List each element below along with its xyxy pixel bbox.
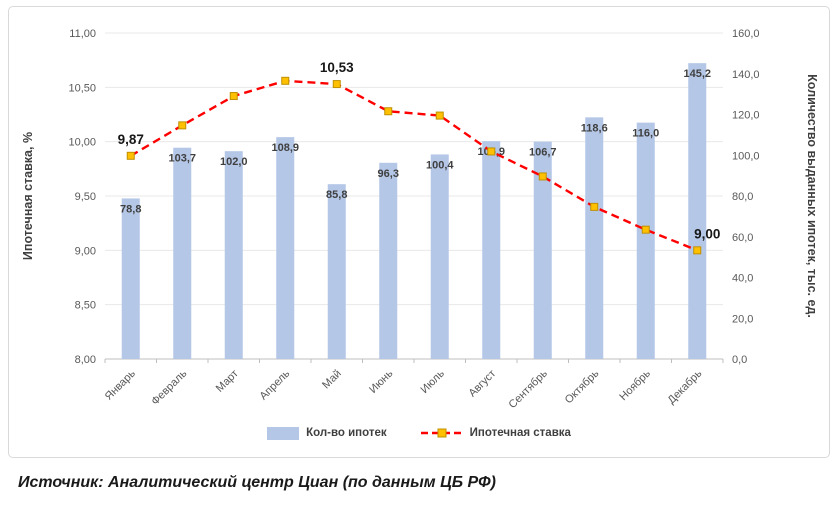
bar-label: 145,2 [683, 68, 711, 80]
left-axis-tick-label: 9,50 [75, 191, 96, 203]
left-axis-title: Ипотечная ставка, % [21, 132, 35, 260]
bar [173, 147, 192, 359]
bar-label: 116,0 [632, 128, 659, 140]
bar [482, 141, 501, 359]
legend-line-sample-marker [437, 428, 447, 438]
legend-line-label: Ипотечная ставка [469, 427, 571, 439]
right-axis-tick-label: 140,0 [732, 69, 760, 81]
x-axis-category-label: Ноябрь [617, 367, 653, 403]
right-axis-tick-label: 100,0 [732, 150, 760, 162]
bar-label: 85,8 [326, 189, 347, 201]
x-axis-category-label: Февраль [149, 367, 189, 407]
bar-label: 102,0 [220, 156, 248, 168]
bar [430, 154, 449, 359]
combo-chart: 8,00 8,50 9,00 9,50 10,00 10,50 11,00 0,0 20,0 40… [21, 28, 819, 411]
bar [688, 63, 707, 359]
rate-marker [538, 172, 547, 181]
bar [121, 198, 140, 359]
rate-marker [384, 107, 393, 116]
left-axis-tick-label: 8,50 [75, 300, 96, 312]
bar-label: 78,8 [120, 203, 141, 215]
x-axis-category-label: Декабрь [666, 367, 705, 406]
right-axis-tick-label: 80,0 [732, 191, 753, 203]
left-axis-tick-label: 9,00 [75, 245, 96, 257]
bar [636, 122, 655, 360]
x-axis-category-label: Август [466, 368, 498, 400]
x-axis-category-label: Май [320, 368, 344, 392]
left-axis-tick-label: 11,00 [69, 28, 96, 40]
chart-legend: Кол-во ипотек Ипотечная ставка [9, 419, 829, 447]
right-axis-tick-label: 60,0 [732, 232, 753, 244]
rate-marker [435, 111, 444, 120]
rate-marker [693, 246, 702, 255]
right-axis-tick-label: 120,0 [732, 110, 760, 122]
bar [224, 151, 243, 359]
bar [379, 162, 398, 359]
right-axis-tick-label: 0,0 [732, 354, 747, 366]
x-axis-category-label: Апрель [257, 367, 292, 402]
bar-label: 96,3 [378, 168, 399, 180]
rate-line [130, 79, 698, 252]
bar-label: 108,9 [271, 142, 299, 154]
rate-marker [281, 76, 290, 85]
right-axis-tick-label: 160,0 [732, 28, 760, 40]
right-axis-title: Количество выданных ипотек, тыс. ед. [805, 74, 819, 318]
left-axis-tick-label: 8,00 [75, 354, 96, 366]
rate-marker [641, 225, 650, 234]
x-axis-category-label: Сентябрь [507, 367, 551, 411]
left-axis-tick-label: 10,50 [68, 82, 96, 94]
chart-card: 8,00 8,50 9,00 9,50 10,00 10,50 11,00 0,0 20,0 40… [8, 6, 830, 458]
legend-item-line: Ипотечная ставка [420, 427, 571, 439]
rate-label: 9,00 [694, 226, 720, 241]
rate-marker [126, 151, 135, 160]
bar [585, 117, 604, 359]
legend-bar-swatch [267, 426, 300, 440]
rate-marker [590, 202, 599, 211]
x-axis-category-label: Октябрь [563, 367, 602, 406]
rate-label: 9,87 [118, 132, 144, 147]
x-axis-category-label: Июнь [367, 367, 395, 395]
bar-label: 100,4 [426, 159, 454, 171]
rate-marker [229, 92, 238, 101]
bar [533, 141, 552, 359]
x-axis-category-label: Март [214, 368, 241, 395]
rate-marker [178, 121, 187, 130]
rate-marker [332, 80, 341, 89]
source-caption: Источник: Аналитический центр Циан (по д… [18, 474, 496, 491]
bar-label: 118,6 [581, 122, 608, 134]
bar-label: 106,7 [529, 147, 557, 159]
right-axis-tick-label: 40,0 [732, 273, 753, 285]
page: 8,00 8,50 9,00 9,50 10,00 10,50 11,00 0,0 20,0 40… [8, 6, 830, 491]
rate-marker [487, 147, 496, 156]
right-axis-tick-label: 20,0 [732, 313, 753, 325]
legend-line-sample [420, 428, 463, 438]
bar [327, 184, 346, 359]
x-axis-category-label: Январь [103, 367, 138, 402]
bar [276, 137, 295, 359]
bar-label: 103,7 [168, 153, 196, 165]
x-axis-category-label: Июль [419, 367, 448, 396]
legend-item-bars: Кол-во ипотек [267, 426, 387, 440]
legend-bar-label: Кол-во ипотек [306, 427, 387, 439]
left-axis-tick-label: 10,00 [68, 137, 96, 149]
rate-label: 10,53 [320, 60, 354, 75]
